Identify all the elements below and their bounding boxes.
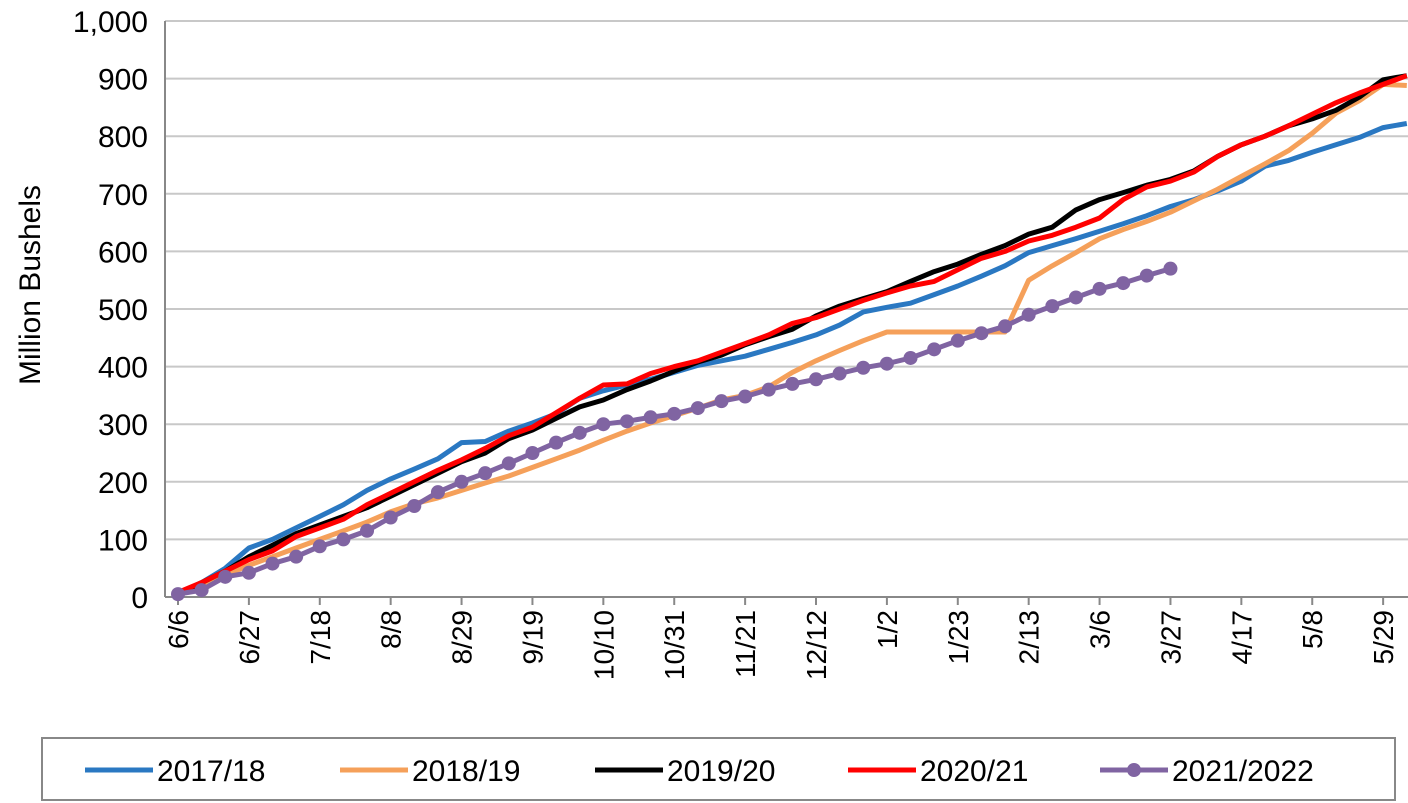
data-point xyxy=(1163,261,1178,276)
x-tick-label: 9/19 xyxy=(517,610,548,665)
data-point xyxy=(714,394,729,409)
legend-label: 2017/18 xyxy=(157,755,265,788)
x-tick-label: 6/27 xyxy=(234,610,265,665)
data-point xyxy=(1092,281,1107,296)
y-tick-label: 900 xyxy=(98,64,148,97)
data-point xyxy=(1068,290,1083,305)
data-point xyxy=(667,406,682,421)
data-point xyxy=(289,549,304,564)
data-point xyxy=(950,333,965,348)
data-point xyxy=(690,401,705,416)
x-tick-label: 3/27 xyxy=(1155,610,1186,665)
x-tick-label: 5/29 xyxy=(1368,610,1399,665)
legend-label: 2020/21 xyxy=(920,755,1028,788)
data-point xyxy=(879,356,894,371)
y-tick-label: 600 xyxy=(98,236,148,269)
data-point xyxy=(312,539,327,554)
data-point xyxy=(761,382,776,397)
data-point xyxy=(360,523,375,538)
data-point xyxy=(1045,299,1060,314)
x-tick-label: 2/13 xyxy=(1014,610,1045,665)
data-point xyxy=(809,372,824,387)
data-point xyxy=(785,376,800,391)
legend-label: 2019/20 xyxy=(667,755,775,788)
data-point xyxy=(1139,268,1154,283)
data-point xyxy=(218,569,233,584)
data-point xyxy=(241,565,256,580)
x-tick-label: 8/8 xyxy=(376,610,407,649)
data-point xyxy=(407,498,422,513)
y-tick-label: 100 xyxy=(98,524,148,557)
data-point xyxy=(383,510,398,525)
x-tick-label: 3/6 xyxy=(1085,610,1116,649)
x-tick-label: 11/21 xyxy=(730,610,761,678)
data-point xyxy=(501,456,516,471)
data-point xyxy=(171,587,185,602)
data-point xyxy=(596,417,611,432)
legend-box xyxy=(41,737,1396,801)
series-line xyxy=(177,73,1408,595)
x-tick-label: 5/8 xyxy=(1297,610,1328,649)
x-tick-label: 10/10 xyxy=(588,610,619,680)
data-point xyxy=(856,360,871,375)
y-tick-label: 700 xyxy=(98,179,148,212)
data-point xyxy=(572,425,587,440)
data-point xyxy=(903,350,918,365)
y-tick-label: 0 xyxy=(131,582,148,615)
data-point xyxy=(478,466,493,481)
y-tick-label: 800 xyxy=(98,121,148,154)
legend-label: 2018/19 xyxy=(412,755,520,788)
data-point xyxy=(549,435,564,450)
x-tick-label: 4/17 xyxy=(1226,610,1257,665)
x-tick-label: 1/23 xyxy=(943,610,974,665)
x-tick-label: 10/31 xyxy=(659,610,690,680)
x-tick-label: 8/29 xyxy=(447,610,478,665)
data-point xyxy=(1116,276,1131,291)
x-tick-label: 12/12 xyxy=(801,610,832,680)
x-tick-label: 1/2 xyxy=(872,610,903,649)
series-line xyxy=(177,81,1407,597)
y-tick-label: 200 xyxy=(98,467,148,500)
legend-marker xyxy=(1127,763,1141,777)
data-point xyxy=(1021,307,1036,322)
y-tick-label: 400 xyxy=(98,352,148,385)
data-point xyxy=(974,326,989,341)
y-tick-label: 500 xyxy=(98,294,148,327)
data-point xyxy=(619,414,634,429)
legend-label: 2021/2022 xyxy=(1172,755,1314,788)
series-line xyxy=(177,266,1172,597)
data-point xyxy=(265,556,280,571)
data-point xyxy=(525,446,540,460)
y-axis-label: Million Bushels xyxy=(14,185,47,385)
x-tick-label: 6/6 xyxy=(163,610,194,649)
data-point xyxy=(738,389,753,404)
x-tick-label: 7/18 xyxy=(305,610,336,665)
data-point xyxy=(927,342,942,357)
data-point xyxy=(194,583,209,598)
data-point xyxy=(832,366,847,381)
data-point xyxy=(643,410,658,425)
data-point xyxy=(336,532,351,547)
data-point xyxy=(430,485,445,500)
y-tick-label: 1,000 xyxy=(73,6,148,39)
data-point xyxy=(454,474,469,489)
data-point xyxy=(998,319,1013,334)
y-tick-label: 300 xyxy=(98,409,148,442)
